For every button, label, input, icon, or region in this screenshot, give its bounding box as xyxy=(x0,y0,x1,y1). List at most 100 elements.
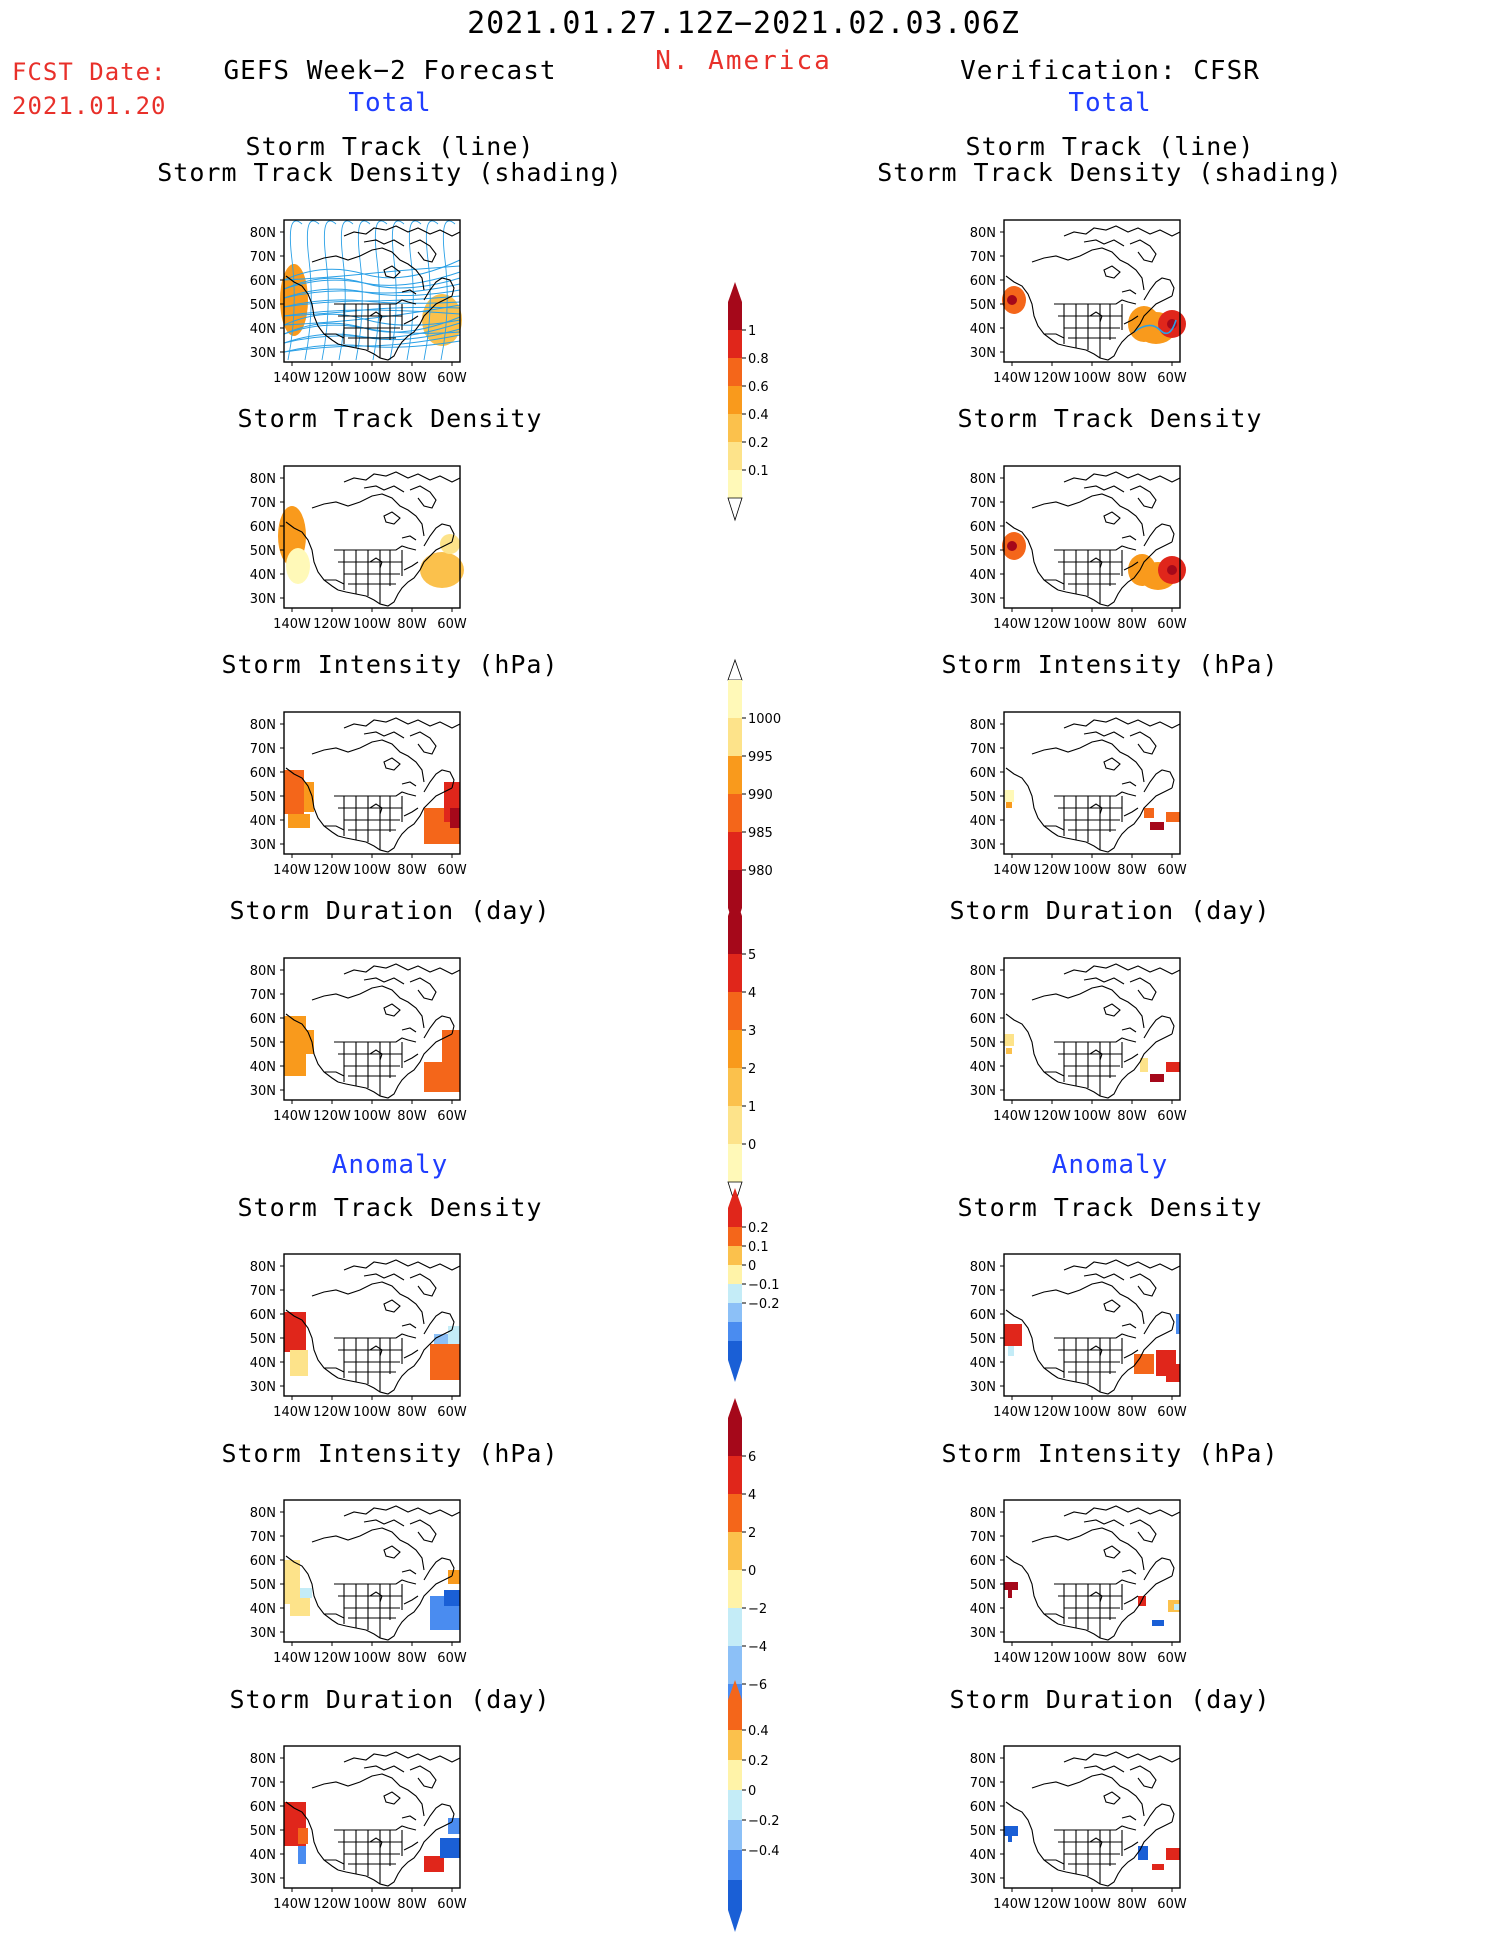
left-map-density-anom-lat-label-5: 30N xyxy=(250,1380,276,1395)
right-map-intensity-anom-coast-5 xyxy=(1143,1557,1175,1581)
right-map-intensity-anom-lat-label-3: 50N xyxy=(970,1578,996,1593)
left-map-duration-anom-lat-label-1: 70N xyxy=(250,1776,276,1791)
left-map-duration-coast-7 xyxy=(343,963,461,975)
left-map-intensity-anom-lat-label-3: 50N xyxy=(250,1578,276,1593)
colorbar-duration-anom-swatch-4 xyxy=(728,1760,742,1790)
left-map-duration-anom-lat-label-3: 50N xyxy=(250,1824,276,1839)
right-map-intensity-coast-10 xyxy=(1103,757,1121,771)
left-map-duration-anom: 80N 70N 60N 50N 40N 30N 140W 120W 100W 80W 60W xyxy=(250,1745,467,1912)
right-map-intensity-coast-1 xyxy=(1054,791,1137,797)
left-map-track-shading-24 xyxy=(355,220,371,361)
left-track-shading-title: Storm Track Density (shading) xyxy=(157,158,623,187)
fcst-date-value: 2021.01.20 xyxy=(12,92,167,120)
left-map-intensity-shading-1 xyxy=(288,814,310,828)
left-map-track-lat-label-1: 70N xyxy=(250,250,276,265)
right-map-duration-anom-coast-7 xyxy=(1063,1751,1181,1763)
colorbar-intensity-total-swatch-2 xyxy=(728,794,742,832)
left-map-density: 80N 70N 60N 50N 40N 30N 140W 120W 100W 80W 60W xyxy=(250,465,467,632)
right-map-intensity-frame xyxy=(1003,711,1181,855)
colorbar-intensity-anom-swatch-6 xyxy=(728,1494,742,1532)
left-map-density-anom-coast-8 xyxy=(363,1273,405,1281)
left-map-density-coast-6 xyxy=(311,493,425,537)
left-map-density-lon-label-3: 80W xyxy=(397,617,427,632)
left-map-duration-coast-1 xyxy=(334,1037,417,1043)
colorbar-intensity-total-label-1: 995 xyxy=(748,750,773,765)
left-map-intensity-coast-0 xyxy=(285,767,339,837)
right-map-density-anom-coast-10 xyxy=(1103,1299,1121,1313)
colorbar-duration-anom-label-1: 0.2 xyxy=(748,1754,769,1769)
colorbar-duration-anom-label-3: −0.2 xyxy=(748,1814,780,1829)
right-map-duration-lat-label-5: 30N xyxy=(970,1084,996,1099)
right-map-duration-coast-2 xyxy=(1057,1033,1173,1099)
left-map-density-anom-shading-2 xyxy=(430,1344,460,1380)
right-map-density-anom-frame xyxy=(1003,1253,1181,1397)
colorbar-intensity-anom-label-1: 4 xyxy=(748,1488,756,1503)
right-map-density-anom-lat-label-5: 30N xyxy=(970,1380,996,1395)
left-map-track-coast-2 xyxy=(337,295,453,361)
left-map-duration-anom-coast-6 xyxy=(311,1773,425,1817)
right-map-track-coast-11 xyxy=(1089,311,1103,323)
right-map-density-lon-label-0: 140W xyxy=(993,617,1031,632)
right-track-shading-title: Storm Track Density (shading) xyxy=(877,158,1343,187)
right-map-duration-shading-4 xyxy=(1166,1062,1180,1072)
right-map-intensity-anom-shading-5 xyxy=(1174,1604,1180,1610)
right-map-duration-anom-coast-12 xyxy=(1121,1815,1137,1821)
colorbar-duration-anom-swatch-2 xyxy=(728,1820,742,1850)
right-map-intensity-lon-label-2: 100W xyxy=(1073,863,1111,878)
colorbar-duration-total-swatch-3 xyxy=(728,1030,742,1068)
colorbar-intensity-total: 1000 995 990 985 980 xyxy=(727,658,781,930)
right-map-density-anom-coast-11 xyxy=(1089,1345,1103,1357)
left-map-intensity-coast-10 xyxy=(383,757,401,771)
right-map-density-anom-shading-4 xyxy=(1166,1364,1180,1382)
left-map-duration-anom-lon-label-3: 80W xyxy=(397,1897,427,1912)
colorbar-density-total-label-5: 0.1 xyxy=(748,464,769,479)
left-map-intensity-anom-shading-5 xyxy=(448,1570,460,1584)
right-map-density-coast-7 xyxy=(1063,471,1181,483)
left-map-track-coast-9 xyxy=(409,239,437,263)
right-map-intensity-lat-label-3: 50N xyxy=(970,790,996,805)
colorbar-density-anom-swatch-1 xyxy=(728,1322,742,1341)
colorbar-density-anom-swatch-2 xyxy=(728,1303,742,1322)
colorbar-duration-anom-swatch-0 xyxy=(728,1880,742,1910)
right-intensity-anom-title: Storm Intensity (hPa) xyxy=(941,1439,1279,1468)
left-map-intensity-lat-label-2: 60N xyxy=(250,766,276,781)
right-map-track-lat-label-4: 40N xyxy=(970,322,996,337)
left-map-track-coast-8 xyxy=(363,239,405,247)
right-map-duration-anom-coast-6 xyxy=(1031,1773,1145,1817)
left-map-intensity-lat-label-5: 30N xyxy=(250,838,276,853)
right-map-duration-anom-coast-8 xyxy=(1083,1765,1125,1773)
left-map-track-lon-label-3: 80W xyxy=(397,371,427,386)
colorbar-intensity-total-swatch-3 xyxy=(728,756,742,794)
right-map-duration-anom-coast-4 xyxy=(1123,1841,1139,1851)
left-map-duration-anom-shading-4 xyxy=(440,1838,460,1858)
right-track-line-title: Storm Track (line) xyxy=(965,132,1255,161)
right-map-duration-lat-label-4: 40N xyxy=(970,1060,996,1075)
left-map-intensity-coast-5 xyxy=(423,769,455,793)
right-map-intensity-anom-lon-label-3: 80W xyxy=(1117,1651,1147,1666)
right-map-track-lat-label-3: 50N xyxy=(970,298,996,313)
right-map-intensity-anom-shading-3 xyxy=(1152,1620,1164,1626)
left-map-density-anom-coast-7 xyxy=(343,1259,461,1271)
right-map-intensity-anom-lat-label-5: 30N xyxy=(970,1626,996,1641)
right-map-density-anom: 80N 70N 60N 50N 40N 30N 140W 120W 100W 80W 60W xyxy=(970,1253,1187,1420)
left-map-duration-lon-label-1: 120W xyxy=(313,1109,351,1124)
right-map-track-coast-12 xyxy=(1121,289,1137,295)
colorbar-density-anom-swatch-6 xyxy=(728,1227,742,1246)
colorbar-duration-total: 5 4 3 2 1 0 xyxy=(727,896,756,1206)
left-map-track-coast-3 xyxy=(324,333,345,339)
right-map-duration-anom-coast-9 xyxy=(1129,1765,1157,1789)
colorbar-density-total-label-1: 0.8 xyxy=(748,352,769,367)
left-map-duration-shading-3 xyxy=(442,1030,460,1066)
right-map-duration-coast-10 xyxy=(1103,1003,1121,1017)
left-map-density-anom-coast-0 xyxy=(285,1309,339,1379)
right-map-intensity-anom-lat-label-0: 80N xyxy=(970,1506,996,1521)
left-map-duration-anom-coast-12 xyxy=(401,1815,417,1821)
left-map-duration-coast-6 xyxy=(311,985,425,1029)
right-map-duration-lon-label-4: 60W xyxy=(1157,1109,1187,1124)
right-map-duration-anom-lat-label-0: 80N xyxy=(970,1752,996,1767)
left-map-track-coast-7 xyxy=(343,225,461,237)
right-map-density-lat-label-1: 70N xyxy=(970,496,996,511)
left-map-track-shading-20 xyxy=(287,220,303,361)
right-map-intensity-anom-lat-label-1: 70N xyxy=(970,1530,996,1545)
left-map-duration-lat-label-0: 80N xyxy=(250,964,276,979)
